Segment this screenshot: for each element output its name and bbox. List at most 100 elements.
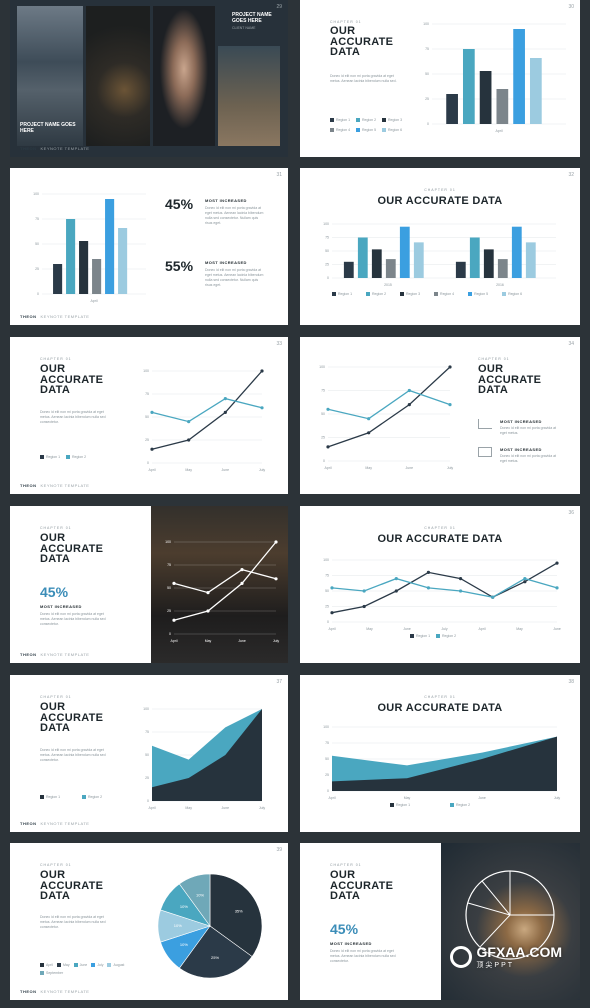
y-tick-label: 50: [325, 249, 329, 253]
series-line: [331, 577, 558, 598]
bar: [343, 261, 354, 278]
bar: [357, 237, 368, 278]
legend-item: Region 3: [382, 118, 402, 122]
y-tick-label: 0: [327, 789, 329, 793]
data-point: [274, 577, 278, 581]
legend-swatch: [468, 292, 473, 296]
legend-label: Region 1: [336, 118, 351, 122]
slide-32[interactable]: 32 CHAPTER 01 OUR ACCURATE DATA 0 25 50 75 1…: [300, 168, 580, 325]
slide-33[interactable]: 33 CHAPTER 01 OUR ACCURATE DATA Donec id…: [10, 337, 288, 494]
slide-29[interactable]: 29 PROJECT NAME GOES HERE PROJECT NAME G…: [10, 0, 288, 157]
data-point: [426, 570, 431, 574]
legend-label: July: [97, 963, 104, 967]
body-text: Donec id elit non mi porta gravida at eg…: [40, 410, 106, 424]
legend-label: Region 5: [474, 292, 489, 296]
legend-item: Region 1: [332, 292, 352, 296]
legend-item: Region 1: [390, 803, 410, 807]
slide-number: 38: [568, 679, 574, 685]
y-tick-label: 75: [325, 741, 329, 745]
data-point: [187, 420, 191, 424]
slide-30[interactable]: 30 CHAPTER 01 OUR ACCURATE DATA Donec id…: [300, 0, 580, 157]
legend-swatch: [330, 128, 334, 132]
legend-swatch: [91, 963, 96, 967]
y-tick-label: 100: [323, 725, 329, 729]
legend-swatch: [356, 128, 361, 132]
legend-label: Region 1: [416, 634, 431, 638]
legend-item: Region 2: [450, 803, 470, 807]
data-point: [223, 410, 227, 414]
y-tick-label: 100: [323, 222, 329, 226]
series-line: [327, 366, 451, 448]
chapter-label: CHAPTER 01: [40, 695, 72, 699]
food-photo: [86, 6, 150, 146]
slide-36[interactable]: 36 CHAPTER 01 OUR ACCURATE DATA 0 25 50 75 1…: [300, 506, 580, 663]
slide-37[interactable]: 37 CHAPTER 01 OUR ACCURATE DATA Donec id…: [10, 675, 288, 832]
y-tick-label: 50: [145, 415, 149, 419]
legend: Region 1 Region 2: [40, 795, 120, 799]
footer: THEON KEYNOTE TEMPLATE: [20, 652, 90, 657]
x-tick-label: April: [148, 468, 155, 472]
slide-39[interactable]: 39 CHAPTER 01 OUR ACCURATE DATA Donec id…: [10, 843, 288, 1000]
y-tick-label: 25: [145, 776, 149, 780]
data-point: [274, 540, 278, 544]
y-tick-label: 0: [323, 459, 325, 463]
stat-1-body: Donec id elit non mi porta gravida at eg…: [205, 206, 264, 225]
legend-item: Region 1: [410, 634, 430, 638]
x-tick-label: April: [328, 627, 335, 631]
slide-40[interactable]: CHAPTER 01 OUR ACCURATE DATA 45% MOST IN…: [300, 843, 580, 1000]
bar-chart: 0 25 50 75 100 2015 2016: [323, 222, 556, 287]
slide-38[interactable]: 38 CHAPTER 01 OUR ACCURATE DATA 0 25 50 75 1…: [300, 675, 580, 832]
bar: [496, 89, 509, 124]
area-chart: 0 25 50 75 100 April May June July: [323, 725, 560, 800]
x-tick-label: July: [259, 806, 265, 810]
x-tick-label: April: [495, 129, 502, 133]
bar: [462, 49, 475, 124]
slide-title: OUR ACCURATE DATA: [330, 25, 394, 58]
x-tick-label: April: [170, 639, 177, 643]
bar: [497, 259, 508, 278]
area-chart: 0 25 50 75 100 April May June July: [143, 707, 265, 810]
y-tick-label: 100: [165, 540, 171, 544]
slide-31[interactable]: 31 0 25 50 75 100 April 45% MOST INCREASED Do…: [10, 168, 288, 325]
area-series: [332, 736, 557, 791]
data-point: [407, 388, 411, 393]
legend-item: August: [107, 963, 124, 967]
data-point: [206, 609, 210, 613]
bar: [66, 219, 76, 294]
legend-label: Region 2: [88, 795, 103, 799]
bar: [479, 71, 492, 124]
slide-35[interactable]: 35 CHAPTER 01 OUR ACCURATE DATA 45% MOST…: [10, 506, 288, 663]
legend-swatch: [40, 963, 44, 967]
slide-34[interactable]: 34 0 25 50 75 100 April May June July CHAPTER 01…: [300, 337, 580, 494]
legend-item: September: [40, 971, 63, 975]
legend: Region 1 Region 2 Region 3 Region 4 Region 5…: [330, 118, 410, 132]
data-point: [223, 397, 227, 401]
data-point: [555, 561, 559, 565]
bar: [79, 241, 89, 294]
legend-label: June: [79, 963, 88, 967]
legend-item: Region 6: [502, 292, 522, 296]
stat-value: 45%: [40, 584, 69, 600]
legend-item: Region 2: [366, 292, 386, 296]
stat-1: 45%: [165, 196, 194, 212]
y-tick-label: 50: [321, 412, 325, 416]
slide-title: OUR ACCURATE DATA: [40, 701, 104, 734]
line-chart: 0 25 50 75 100 April May June July: [319, 365, 453, 470]
data-point: [491, 595, 495, 599]
data-point: [362, 589, 366, 593]
stat-2-label: MOST INCREASED: [500, 447, 542, 452]
legend-swatch: [330, 118, 334, 122]
series-line: [331, 562, 558, 614]
chapter-label: CHAPTER 01: [424, 695, 456, 699]
bar: [529, 58, 542, 124]
slice-label: 35%: [235, 908, 243, 913]
pie-outline-chart: [465, 870, 555, 960]
project-title-2: PROJECT NAME GOES HERE: [232, 12, 272, 24]
x-tick-label: June: [222, 468, 230, 472]
slide-title: OUR ACCURATE DATA: [377, 702, 503, 714]
bar: [446, 94, 458, 124]
bar: [371, 249, 382, 278]
stat-2-body: Donec id elit non mi porta gravida at eg…: [500, 454, 557, 463]
legend-item: Region 5: [356, 128, 376, 132]
legend-swatch: [434, 292, 439, 296]
